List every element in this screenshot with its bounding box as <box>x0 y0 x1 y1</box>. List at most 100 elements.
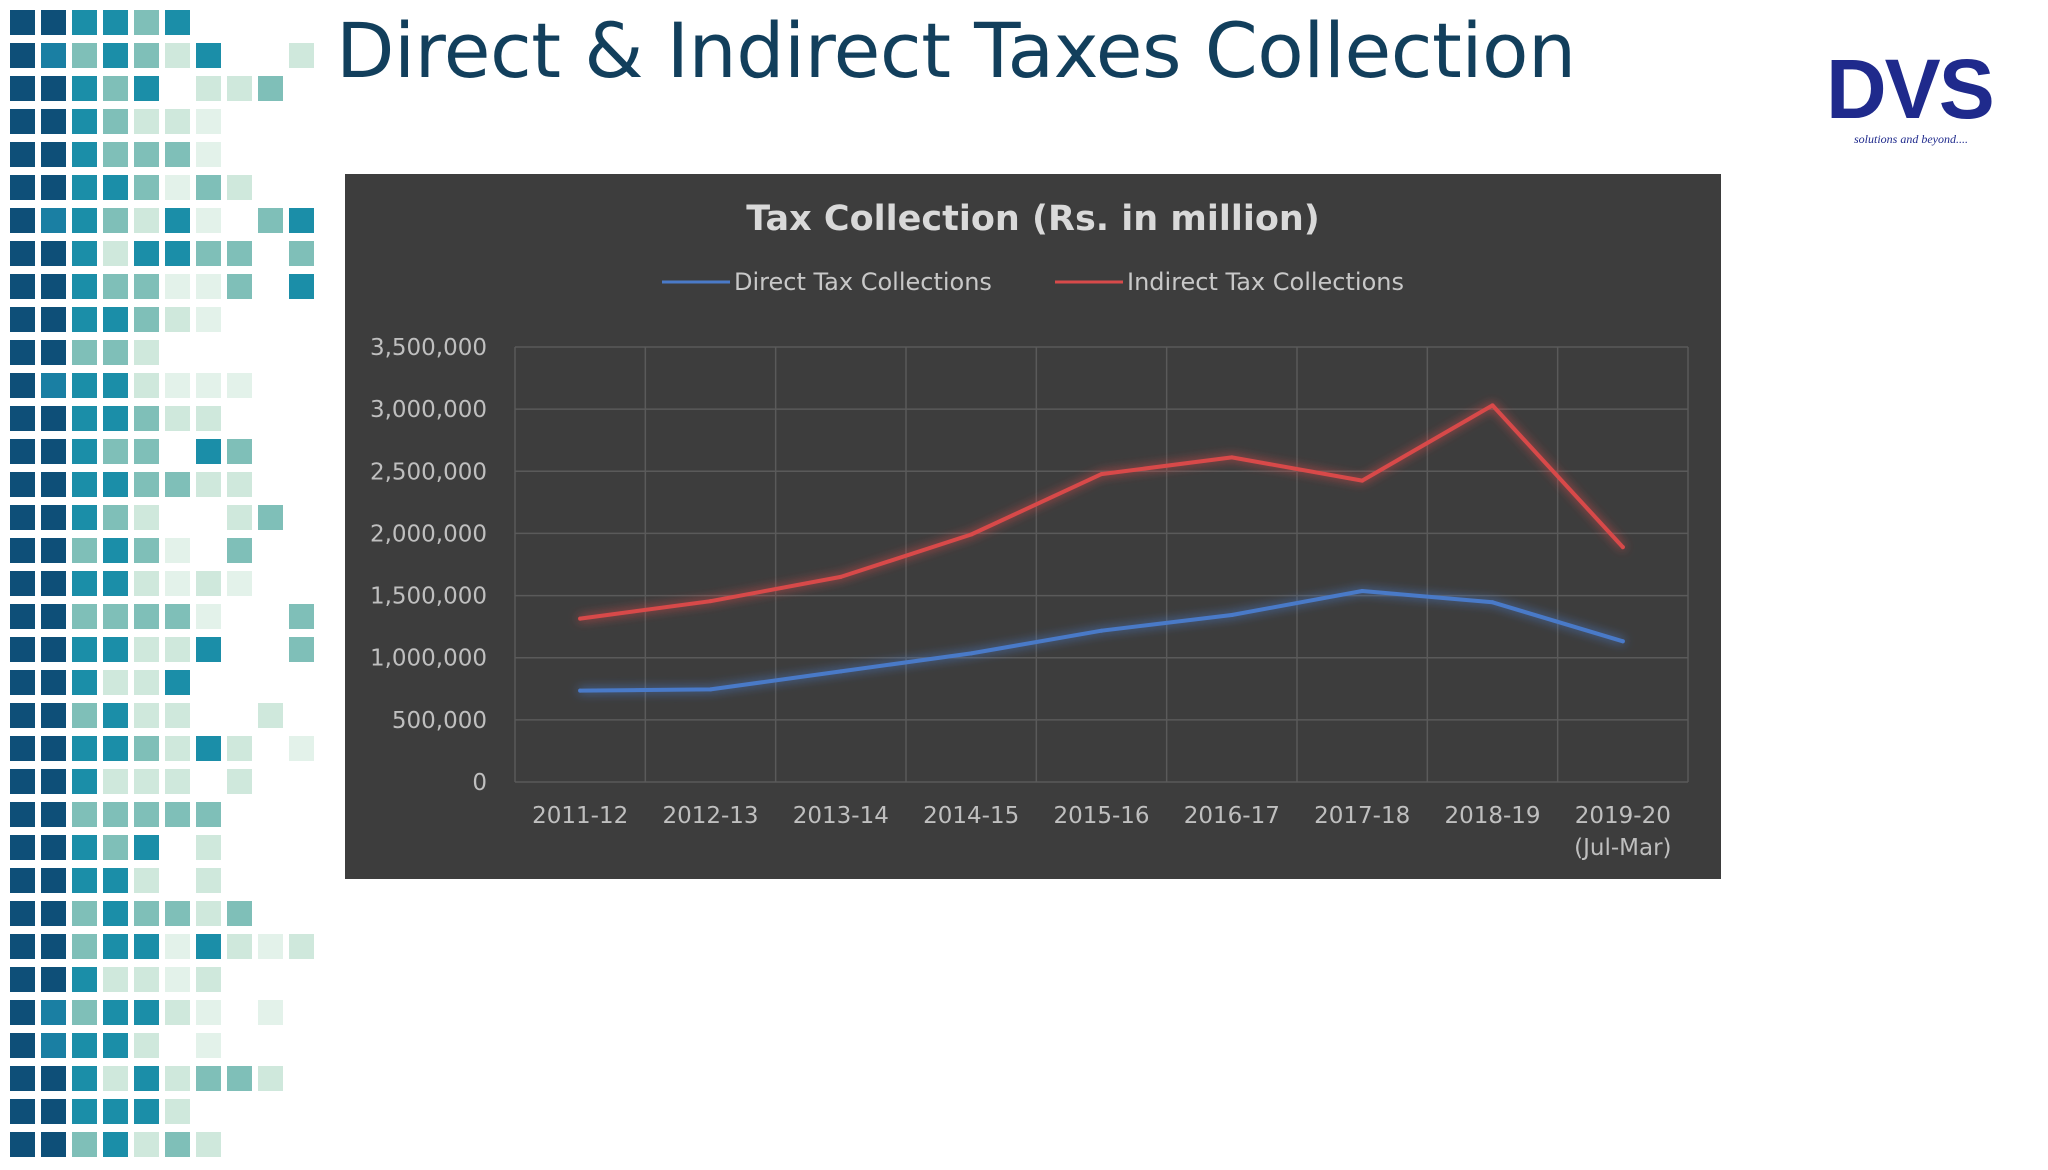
y-tick-label: 2,000,000 <box>370 521 487 547</box>
tile <box>134 736 159 761</box>
tile <box>10 538 35 563</box>
y-tick-label: 500,000 <box>392 708 487 734</box>
tile <box>72 10 97 35</box>
y-tick-label: 0 <box>472 770 487 796</box>
legend-label: Indirect Tax Collections <box>1127 268 1404 296</box>
data-point <box>1229 612 1234 617</box>
tile <box>134 1099 159 1124</box>
tile <box>103 802 128 827</box>
tile <box>41 703 66 728</box>
tile <box>72 868 97 893</box>
tile <box>134 703 159 728</box>
tile <box>165 670 190 695</box>
data-point <box>1229 455 1234 460</box>
tile <box>41 604 66 629</box>
tile <box>41 736 66 761</box>
tile <box>72 1000 97 1025</box>
tile <box>10 406 35 431</box>
tile <box>103 1132 128 1157</box>
tile <box>134 241 159 266</box>
tile <box>289 241 314 266</box>
data-point <box>1099 472 1104 477</box>
tile <box>103 736 128 761</box>
tile <box>134 901 159 926</box>
tile <box>258 1066 283 1091</box>
logo-tagline: solutions and beyond.... <box>1854 132 1968 146</box>
tile <box>289 934 314 959</box>
tile <box>10 1000 35 1025</box>
tile <box>196 1033 221 1058</box>
tile <box>41 175 66 200</box>
tile <box>165 637 190 662</box>
logo-wordmark: DVS <box>1826 42 1995 136</box>
tile <box>72 340 97 365</box>
tile <box>72 373 97 398</box>
tile <box>196 835 221 860</box>
tile <box>41 934 66 959</box>
tile <box>289 736 314 761</box>
tile <box>165 241 190 266</box>
tile <box>72 274 97 299</box>
tile <box>289 274 314 299</box>
tile <box>134 175 159 200</box>
tile <box>134 571 159 596</box>
series-line-indirect-tax-collections <box>578 403 1625 621</box>
tile <box>103 703 128 728</box>
tile <box>165 1066 190 1091</box>
tile <box>103 571 128 596</box>
tile <box>41 76 66 101</box>
data-point <box>578 688 583 693</box>
tile <box>227 571 252 596</box>
tile <box>10 439 35 464</box>
tile <box>134 472 159 497</box>
tile <box>10 43 35 68</box>
tile <box>72 538 97 563</box>
tile <box>165 1000 190 1025</box>
tile <box>165 736 190 761</box>
tile <box>227 934 252 959</box>
tile <box>258 934 283 959</box>
tile <box>72 604 97 629</box>
tile <box>41 472 66 497</box>
tile <box>134 637 159 662</box>
tile <box>165 769 190 794</box>
data-point <box>1620 545 1625 550</box>
chart-title: Tax Collection (Rs. in million) <box>746 199 1320 239</box>
tile <box>103 340 128 365</box>
tile <box>165 208 190 233</box>
decorative-tile-pattern <box>0 0 330 1170</box>
tile <box>41 109 66 134</box>
tile <box>41 406 66 431</box>
tile <box>165 934 190 959</box>
tile <box>196 1132 221 1157</box>
tile <box>258 703 283 728</box>
tile <box>165 802 190 827</box>
tile <box>72 472 97 497</box>
tile <box>134 538 159 563</box>
tile <box>41 670 66 695</box>
tile <box>41 571 66 596</box>
tile <box>10 769 35 794</box>
tile <box>258 76 283 101</box>
tile <box>165 10 190 35</box>
tile <box>134 1033 159 1058</box>
tile <box>134 1066 159 1091</box>
tile <box>103 670 128 695</box>
tile <box>134 1132 159 1157</box>
tile <box>10 1099 35 1124</box>
tile <box>10 670 35 695</box>
tile <box>134 934 159 959</box>
tile <box>103 1099 128 1124</box>
tile <box>10 736 35 761</box>
tile <box>103 373 128 398</box>
tile <box>103 175 128 200</box>
tile <box>196 274 221 299</box>
tile <box>41 1000 66 1025</box>
tile <box>103 10 128 35</box>
tile <box>72 901 97 926</box>
tile <box>72 439 97 464</box>
tile <box>134 868 159 893</box>
tile <box>134 967 159 992</box>
x-tick-label: 2019-20 (Jul-Mar) <box>1574 803 1671 861</box>
tile <box>41 274 66 299</box>
